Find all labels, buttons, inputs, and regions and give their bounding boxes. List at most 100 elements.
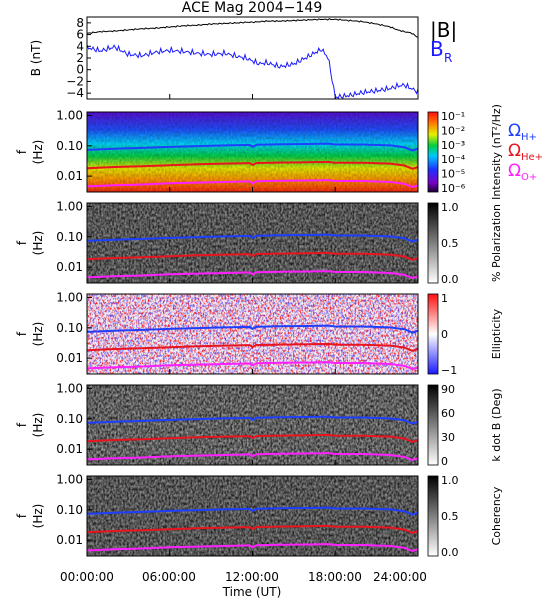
- gyrofrequency-line: [86, 433, 419, 443]
- heatmap-texture: [87, 294, 418, 374]
- colorbar-tick-label: 0: [441, 328, 448, 341]
- y-tick-label: 0.01: [56, 351, 83, 365]
- colorbar-label: Intensity (nT²/Hz): [490, 104, 503, 200]
- legend-gyrofrequency: Ω: [508, 121, 521, 141]
- colorbar-tick-label: −1: [441, 364, 457, 377]
- colorbar: [427, 384, 439, 466]
- gyrofrequency-line: [86, 270, 419, 280]
- y-axis-title: (Hz): [31, 322, 45, 347]
- y-tick-label: 0.01: [56, 442, 83, 456]
- colorbar-label: Ellipticity: [490, 308, 503, 359]
- colorbar-tick-label: 60: [441, 407, 455, 420]
- y-tick-label: 0.01: [56, 260, 83, 274]
- y-axis-title: (Hz): [31, 140, 45, 165]
- colorbar: [427, 293, 439, 375]
- gyrofrequency-line: [86, 361, 419, 371]
- colorbar: [427, 111, 439, 193]
- y-axis-title: f: [15, 240, 29, 245]
- y-tick-label: 0.01: [56, 169, 83, 183]
- colorbar-label: k dot B (Deg): [490, 388, 503, 461]
- y-axis-title: f: [15, 513, 29, 518]
- legend-gyrofrequency: Ω: [508, 141, 521, 161]
- gyrofrequency-line: [86, 543, 419, 553]
- y-tick-label: 2: [76, 51, 84, 65]
- y-tick-label: 0.10: [56, 321, 83, 335]
- gyrofrequency-line: [86, 452, 419, 462]
- x-tick-label: 00:00:00: [60, 570, 114, 584]
- series-line-B-total: [86, 18, 419, 38]
- y-axis-title: f: [15, 331, 29, 336]
- y-tick-label: 8: [76, 16, 84, 30]
- colorbar-tick-label: 10⁻¹: [441, 110, 465, 123]
- y-tick-label: 4: [76, 39, 84, 53]
- x-tick-label: 12:00:00: [225, 570, 279, 584]
- y-tick-label: 0.10: [56, 412, 83, 426]
- y-tick-label: −2: [66, 74, 84, 88]
- y-tick-label: 1.00: [56, 108, 83, 122]
- y-tick-label: 1.00: [56, 199, 83, 213]
- y-axis-title: (Hz): [31, 504, 45, 529]
- colorbar-tick-label: 1: [441, 292, 448, 305]
- gyrofrequency-line: [86, 506, 419, 516]
- colorbar-tick-label: 10⁻⁵: [441, 168, 465, 181]
- colorbar: [427, 475, 439, 557]
- colorbar-tick-label: 10⁻³: [441, 139, 465, 152]
- panel-coherency: 1.00 0.10 0.01 f (Hz) 1.0 0.5 0.0 Coherency: [15, 472, 503, 559]
- y-axis-title: f: [15, 422, 29, 427]
- colorbar: [427, 202, 439, 284]
- colorbar-tick-label: 0.0: [441, 546, 459, 559]
- gyrofrequency-line: [86, 342, 419, 352]
- x-tick-label: 18:00:00: [308, 570, 362, 584]
- heatmap-texture: [87, 203, 418, 283]
- colorbar-tick-label: 0.5: [441, 510, 459, 523]
- colorbar-tick-label: 30: [441, 431, 455, 444]
- legend-gyrofrequency-subscript: He+: [521, 152, 543, 163]
- heatmap-texture: [87, 385, 418, 465]
- colorbar-tick-label: 1.0: [441, 201, 459, 214]
- x-tick-label: 06:00:00: [142, 570, 196, 584]
- y-axis-title: (Hz): [31, 231, 45, 256]
- x-tick-label: 24:00:00: [373, 570, 427, 584]
- gyrofrequency-line: [86, 142, 419, 152]
- y-tick-label: 0.10: [56, 230, 83, 244]
- colorbar-tick-label: 10⁻²: [441, 124, 465, 137]
- gyrofrequency-line: [86, 324, 419, 334]
- y-tick-label: 1.00: [56, 290, 83, 304]
- x-axis-labels: 00:00:00 06:00:00 12:00:00 18:00:00 24:0…: [60, 570, 427, 599]
- legend-B-R-subscript: R: [444, 51, 452, 65]
- figure-title: ACE Mag 2004−149: [182, 0, 322, 16]
- y-tick-label: 0.10: [56, 503, 83, 517]
- colorbar-tick-label: 0.5: [441, 237, 459, 250]
- series-line-B-R: [86, 44, 419, 100]
- y-axis-title: (Hz): [31, 413, 45, 438]
- legend-gyrofrequency-subscript: H+: [521, 132, 537, 143]
- colorbar-tick-label: 0.0: [441, 273, 459, 286]
- gyrofrequency-line: [86, 415, 419, 425]
- y-tick-label: 6: [76, 28, 84, 42]
- colorbar-tick-label: 10⁻⁶: [441, 182, 466, 195]
- y-axis-title: B (nT): [29, 40, 43, 76]
- colorbar-label: % Polarization: [490, 204, 503, 282]
- y-tick-label: 0.10: [56, 139, 83, 153]
- colorbar-tick-label: 0: [441, 455, 448, 468]
- colorbar-tick-label: 90: [441, 383, 455, 396]
- y-tick-label: 0: [76, 63, 84, 77]
- panel-intensity: 1.00 0.10 0.01 f (Hz) 10⁻¹10⁻² 10⁻³10⁻⁴ 10⁻⁵10⁻…: [15, 104, 543, 200]
- y-tick-label: 0.01: [56, 533, 83, 547]
- y-tick-label: −4: [66, 86, 84, 100]
- gyrofrequency-line: [86, 251, 419, 261]
- y-tick-label: 1.00: [56, 381, 83, 395]
- colorbar-tick-label: 10⁻⁴: [441, 153, 466, 166]
- colorbar-label: Coherency: [490, 486, 503, 545]
- gyrofrequency-line: [86, 233, 419, 243]
- gyrofrequency-line: [86, 524, 419, 534]
- y-tick-label: 1.00: [56, 472, 83, 486]
- legend-gyrofrequency: Ω: [508, 161, 521, 181]
- panel-kdotb: 1.00 0.10 0.01 f (Hz) 90 60 30 0 k dot B (Deg): [15, 381, 503, 468]
- panel-ellipticity: 1.00 0.10 0.01 f (Hz) 1 0 −1 Ellipticity: [15, 290, 503, 377]
- plot-area: [87, 17, 418, 99]
- heatmap-texture: [87, 476, 418, 556]
